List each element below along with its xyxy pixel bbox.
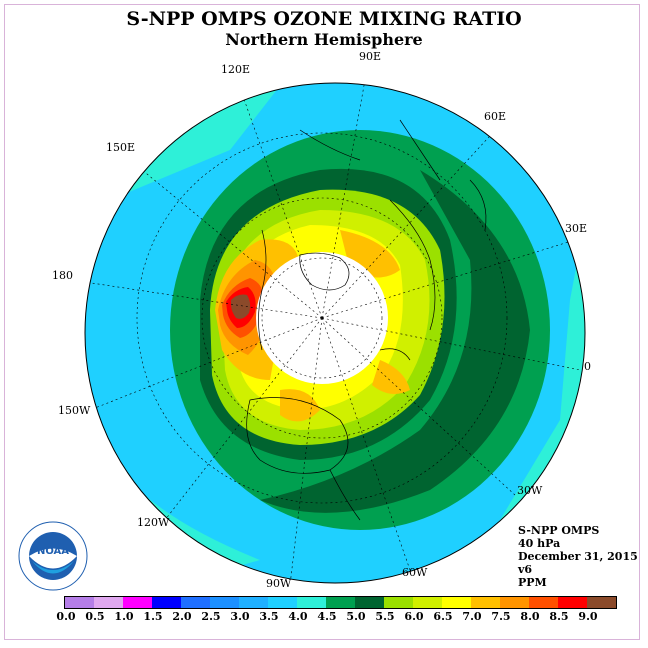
colorbar-tick-label: 8.5 bbox=[549, 610, 569, 623]
colorbar-swatch bbox=[471, 597, 500, 608]
lon-label-90w: 90W bbox=[266, 577, 292, 590]
figure-frame bbox=[4, 4, 640, 640]
colorbar-swatch bbox=[442, 597, 471, 608]
version-label: v6 bbox=[518, 563, 533, 576]
colorbar-tick-label: 7.5 bbox=[491, 610, 511, 623]
map-boundary bbox=[84, 82, 586, 584]
product-info: S-NPP OMPS 40 hPa December 31, 2015 v6 P… bbox=[518, 524, 638, 589]
colorbar-swatch bbox=[529, 597, 558, 608]
colorbar-swatch bbox=[94, 597, 123, 608]
colorbar-swatch bbox=[210, 597, 239, 608]
colorbar-swatch bbox=[587, 597, 616, 608]
pressure-level-label: 40 hPa bbox=[518, 537, 561, 550]
units-label: PPM bbox=[518, 576, 547, 589]
colorbar-swatch bbox=[181, 597, 210, 608]
colorbar-tick-label: 4.5 bbox=[317, 610, 337, 623]
page-subtitle: Northern Hemisphere bbox=[225, 30, 423, 49]
lon-label-180: 180 bbox=[52, 269, 73, 282]
lon-label-120e: 120E bbox=[221, 63, 251, 76]
colorbar-swatch bbox=[413, 597, 442, 608]
colorbar-tick-label: 5.0 bbox=[346, 610, 366, 623]
colorbar-tick-label: 6.5 bbox=[433, 610, 453, 623]
colorbar-tick-label: 6.0 bbox=[404, 610, 424, 623]
colorbar-swatch bbox=[384, 597, 413, 608]
colorbar-swatch bbox=[558, 597, 587, 608]
colorbar-swatch bbox=[123, 597, 152, 608]
instrument-label: S-NPP OMPS bbox=[518, 524, 600, 537]
lon-label-150e: 150E bbox=[106, 141, 136, 154]
colorbar-swatch bbox=[152, 597, 181, 608]
colorbar-swatch bbox=[268, 597, 297, 608]
lon-label-120w: 120W bbox=[137, 516, 170, 529]
colorbar bbox=[64, 596, 617, 609]
lon-label-30e: 30E bbox=[565, 222, 588, 235]
colorbar-tick-label: 3.5 bbox=[259, 610, 279, 623]
colorbar-tick-label: 4.0 bbox=[288, 610, 308, 623]
lon-label-30w: 30W bbox=[517, 484, 543, 497]
lon-label-60e: 60E bbox=[484, 110, 507, 123]
colorbar-tick-label: 0.0 bbox=[56, 610, 76, 623]
colorbar-tick-label: 0.5 bbox=[85, 610, 105, 623]
colorbar-tick-label: 5.5 bbox=[375, 610, 395, 623]
colorbar-swatch bbox=[355, 597, 384, 608]
colorbar-tick-label: 2.0 bbox=[172, 610, 192, 623]
colorbar-swatch bbox=[297, 597, 326, 608]
noaa-logo: NOAA bbox=[18, 521, 88, 591]
lon-label-150w: 150W bbox=[58, 404, 91, 417]
colorbar-tick-label: 1.5 bbox=[143, 610, 163, 623]
noaa-logo-text: NOAA bbox=[37, 546, 69, 557]
lon-label-0: 0 bbox=[584, 360, 591, 373]
page-title: S-NPP OMPS OZONE MIXING RATIO bbox=[126, 8, 522, 30]
colorbar-tick-label: 3.0 bbox=[230, 610, 250, 623]
date-label: December 31, 2015 bbox=[518, 550, 638, 563]
colorbar-swatch bbox=[65, 597, 94, 608]
colorbar-tick-label: 8.0 bbox=[520, 610, 540, 623]
colorbar-tick-label: 9.0 bbox=[578, 610, 598, 623]
colorbar-swatch bbox=[239, 597, 268, 608]
colorbar-swatch bbox=[326, 597, 355, 608]
lon-label-60w: 60W bbox=[402, 566, 428, 579]
colorbar-tick-label: 7.0 bbox=[462, 610, 482, 623]
colorbar-tick-label: 1.0 bbox=[114, 610, 134, 623]
colorbar-swatch bbox=[500, 597, 529, 608]
colorbar-tick-label: 2.5 bbox=[201, 610, 221, 623]
lon-label-90e: 90E bbox=[359, 50, 382, 63]
